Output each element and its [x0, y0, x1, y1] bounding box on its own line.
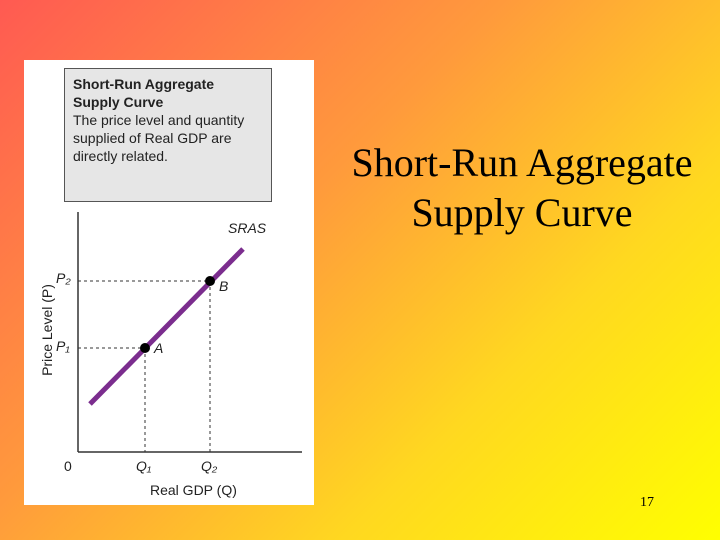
slide-title: Short-Run Aggregate Supply Curve: [351, 140, 693, 235]
caption-box: Short-Run Aggregate Supply Curve The pri…: [64, 68, 272, 202]
quantity-label: Q₂: [201, 458, 218, 474]
point-label: A: [154, 340, 164, 356]
curve-label: SRAS: [228, 220, 267, 236]
caption-title: Short-Run Aggregate Supply Curve: [73, 76, 215, 110]
quantity-label: Q₁: [136, 458, 152, 474]
sras-curve: [88, 247, 245, 406]
page-number: 17: [640, 495, 654, 510]
point: [205, 276, 215, 286]
price-label: P₁: [56, 338, 70, 354]
price-label: P₂: [56, 270, 71, 286]
point-label: B: [219, 278, 229, 294]
x-axis-label: Real GDP (Q): [150, 482, 237, 498]
point: [140, 343, 150, 353]
origin-label: 0: [64, 458, 72, 474]
y-axis-label: Price Level (P): [39, 284, 55, 376]
caption-text: The price level and quantity supplied of…: [73, 112, 245, 164]
